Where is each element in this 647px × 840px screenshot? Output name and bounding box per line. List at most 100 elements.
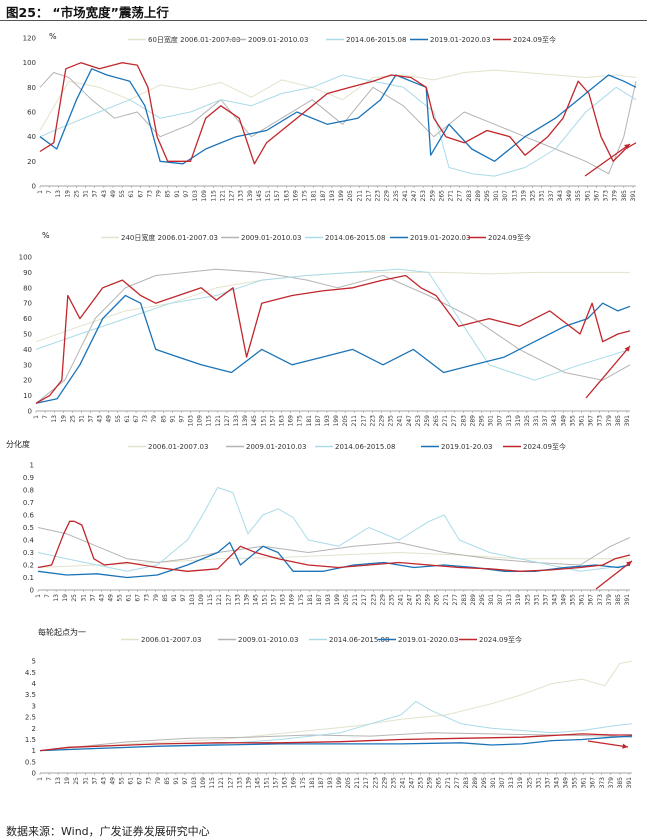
x-tick-label: 163: [280, 594, 287, 606]
x-tick-label: 85: [164, 777, 171, 785]
x-tick-label: 7: [46, 777, 53, 781]
x-tick-label: 223: [369, 415, 376, 427]
trend-arrow-head: [624, 144, 630, 150]
series-line-2024: [39, 733, 632, 752]
series-line-2009: [37, 527, 631, 566]
series-line-2024: [39, 62, 637, 165]
x-tick-label: 325: [526, 777, 533, 789]
legend-label: 2014.06-2015.08: [329, 636, 389, 644]
x-tick-label: 133: [234, 594, 241, 606]
x-tick-label: 379: [606, 415, 613, 427]
x-tick-label: 25: [69, 415, 76, 423]
x-tick-label: 337: [548, 190, 555, 202]
x-tick-label: 307: [497, 594, 504, 606]
x-tick-label: 31: [82, 777, 89, 785]
y-tick-label: 10: [23, 392, 32, 400]
x-tick-label: 313: [506, 415, 513, 427]
y-tick-label: 4.5: [25, 669, 36, 677]
x-tick-label: 343: [557, 190, 564, 202]
x-tick-label: 61: [128, 777, 135, 785]
x-tick-label: 49: [110, 190, 117, 198]
x-tick-label: 295: [484, 190, 491, 202]
x-tick-label: 85: [160, 415, 167, 423]
x-tick-label: 283: [463, 777, 470, 789]
figure-number: 图25：: [6, 5, 49, 20]
trend-arrow-head: [622, 743, 628, 749]
y-tick-label: 70: [23, 300, 32, 308]
y-tick-label: 0: [32, 183, 36, 191]
x-tick-label: 259: [429, 190, 436, 202]
trend-arrow-shaft: [595, 560, 633, 590]
x-tick-label: 127: [227, 777, 234, 789]
x-tick-label: 169: [291, 777, 298, 789]
x-tick-label: 187: [316, 594, 323, 606]
x-tick-label: 373: [599, 777, 606, 789]
x-tick-label: 175: [302, 190, 309, 202]
x-tick-label: 265: [438, 190, 445, 202]
x-tick-label: 103: [192, 190, 199, 202]
legend-label: 2019.01-2020.03: [398, 636, 458, 644]
x-tick-label: 157: [271, 594, 278, 606]
x-tick-label: 247: [406, 415, 413, 427]
x-tick-label: 247: [409, 777, 416, 789]
x-tick-label: 169: [288, 415, 295, 427]
x-tick-label: 385: [617, 777, 624, 789]
x-tick-label: 31: [80, 594, 87, 602]
x-tick-label: 133: [233, 415, 240, 427]
series-line-2024: [37, 520, 631, 572]
x-tick-label: 313: [506, 594, 513, 606]
x-tick-label: 289: [469, 415, 476, 427]
series-line-2024: [35, 274, 631, 404]
y-tick-label: 5: [32, 658, 36, 666]
x-tick-label: 109: [197, 415, 204, 427]
x-tick-label: 229: [378, 415, 385, 427]
y-tick-label: 3.5: [25, 691, 36, 699]
series-line-2014: [39, 74, 637, 177]
x-tick-label: 259: [427, 777, 434, 789]
x-tick-label: 205: [343, 594, 350, 606]
y-tick-label: 100: [23, 59, 36, 67]
x-tick-label: 187: [320, 190, 327, 202]
x-tick-label: 259: [424, 415, 431, 427]
y-tick-label: 0.7: [23, 499, 34, 507]
y-tick-label: 0.2: [23, 562, 34, 570]
x-tick-label: 283: [466, 190, 473, 202]
trend-arrow-shaft: [585, 345, 631, 399]
x-tick-label: 337: [542, 415, 549, 427]
x-tick-label: 271: [448, 190, 455, 202]
x-tick-label: 115: [207, 594, 214, 606]
x-tick-label: 307: [499, 777, 506, 789]
x-tick-label: 355: [572, 777, 579, 789]
y-axis-label: 分化度: [6, 439, 30, 449]
x-tick-label: 67: [133, 415, 140, 423]
x-tick-label: 307: [497, 415, 504, 427]
y-tick-label: 3: [32, 702, 36, 710]
legend-label: 2009.01-2010.03: [248, 36, 308, 44]
x-tick-label: 295: [479, 415, 486, 427]
legend-label: 2009.01-2010.03: [238, 636, 298, 644]
x-tick-label: 301: [493, 190, 500, 202]
figure-title: 图25： “市场宽度”震荡上行: [6, 2, 169, 21]
x-tick-label: 391: [626, 777, 633, 789]
y-tick-label: 30: [23, 361, 32, 369]
x-tick-label: 163: [283, 190, 290, 202]
x-tick-label: 271: [442, 415, 449, 427]
x-tick-label: 235: [390, 777, 397, 789]
x-tick-label: 13: [55, 190, 62, 198]
x-tick-label: 367: [593, 190, 600, 202]
x-tick-label: 145: [251, 415, 258, 427]
x-tick-label: 229: [379, 594, 386, 606]
x-tick-label: 235: [388, 594, 395, 606]
x-tick-label: 55: [117, 594, 124, 602]
y-tick-label: 0.6: [23, 512, 35, 520]
x-tick-label: 55: [119, 190, 126, 198]
x-tick-label: 121: [215, 415, 222, 427]
x-tick-label: 91: [174, 190, 181, 198]
x-tick-label: 385: [615, 594, 622, 606]
x-tick-label: 307: [502, 190, 509, 202]
x-tick-label: 193: [327, 777, 334, 789]
legend-label: 2006.01-2007.03: [148, 443, 208, 451]
x-tick-label: 85: [162, 594, 169, 602]
y-tick-label: 1: [30, 462, 34, 470]
x-tick-label: 217: [363, 777, 370, 789]
